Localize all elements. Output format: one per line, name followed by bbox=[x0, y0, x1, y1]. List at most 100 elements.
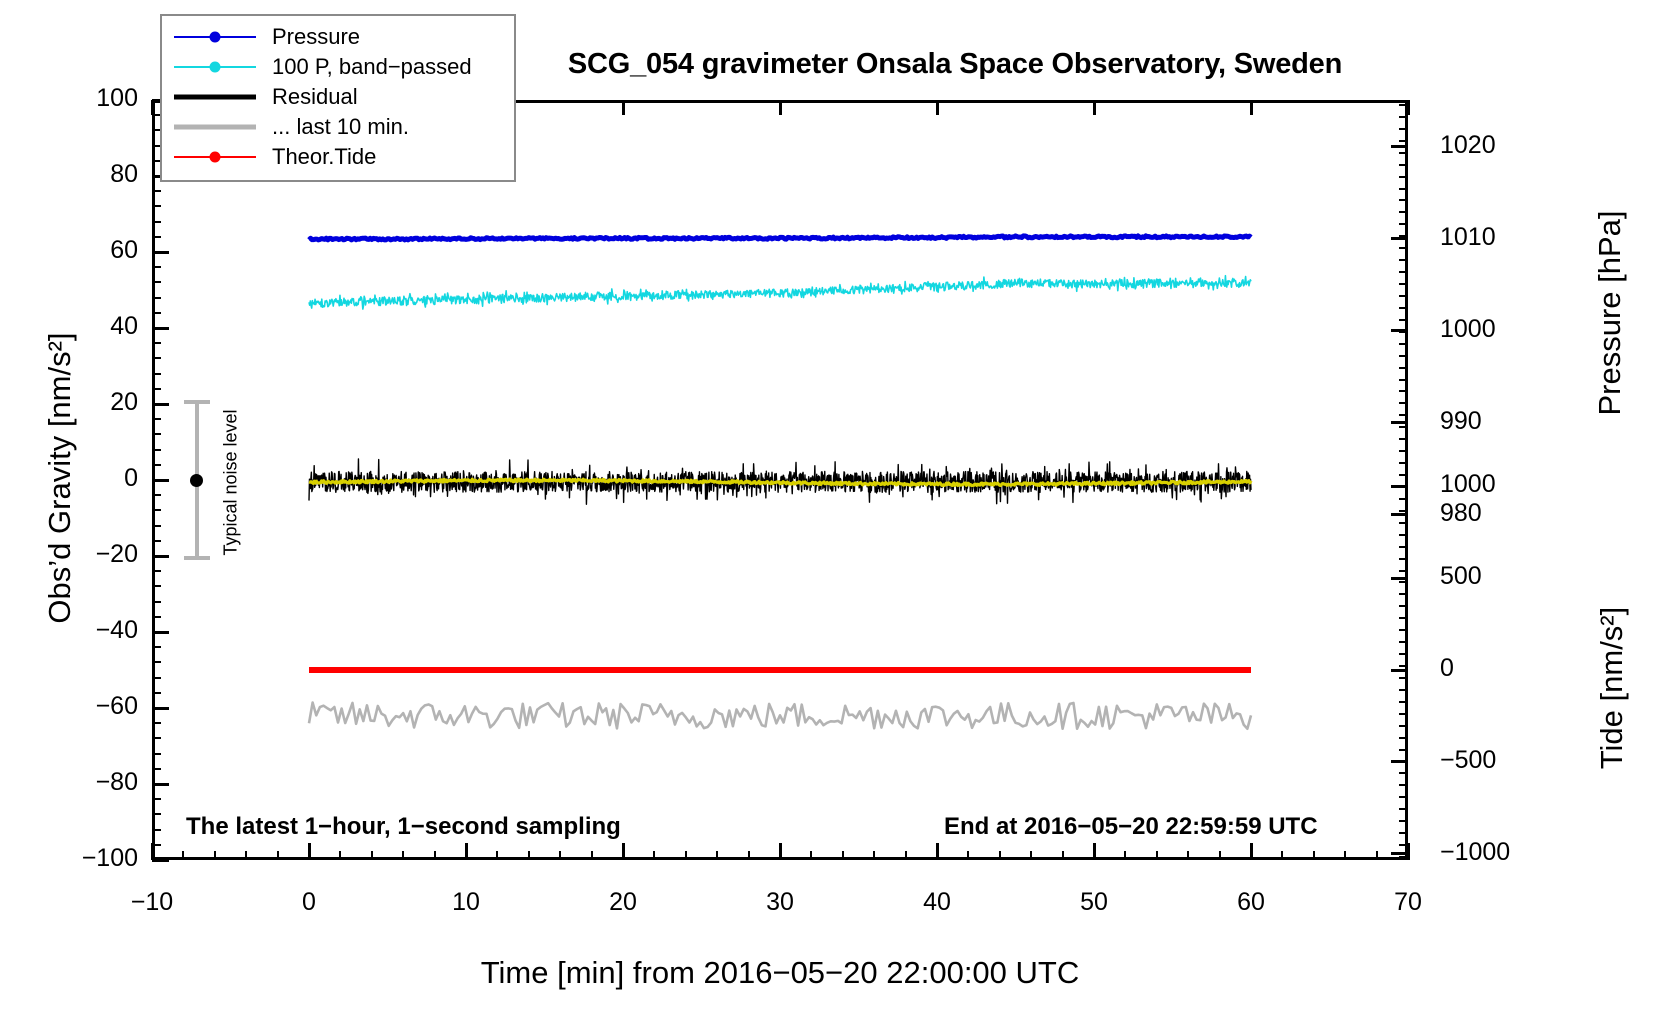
y-axis-left-minor-tick bbox=[152, 600, 161, 603]
y-axis-tide-title: Tide [nm/s²] bbox=[1594, 538, 1630, 838]
y-axis-right-minor-tick bbox=[1399, 509, 1408, 512]
x-axis-tick bbox=[307, 843, 311, 860]
x-axis-top-tick bbox=[935, 100, 939, 115]
y-axis-left-minor-tick bbox=[152, 570, 161, 573]
y-axis-left-minor-tick bbox=[152, 190, 161, 193]
legend-item-theortide[interactable]: Theor.Tide bbox=[162, 142, 514, 172]
y-axis-left-minor-tick bbox=[152, 828, 161, 831]
y-axis-left-tick-label: −20 bbox=[95, 540, 138, 568]
y-axis-left-tick bbox=[152, 858, 169, 862]
y-axis-right-minor-tick bbox=[1399, 426, 1408, 429]
y-axis-left-minor-tick bbox=[152, 691, 161, 694]
legend-item-residual[interactable]: Residual bbox=[162, 82, 514, 112]
y-axis-tide-tick bbox=[1391, 852, 1408, 856]
x-axis-top-tick bbox=[621, 100, 625, 115]
y-axis-right-minor-tick bbox=[1399, 796, 1408, 799]
y-axis-right-minor-tick bbox=[1399, 354, 1408, 357]
y-axis-right-minor-tick bbox=[1399, 211, 1408, 214]
y-axis-right-minor-tick bbox=[1399, 104, 1408, 106]
y-axis-pressure-tick bbox=[1391, 237, 1408, 241]
x-axis-tick-label: −10 bbox=[130, 888, 174, 916]
y-axis-right-minor-tick bbox=[1399, 187, 1408, 190]
legend-label-theortide: Theor.Tide bbox=[272, 144, 377, 169]
x-axis-tick bbox=[150, 843, 154, 860]
y-axis-tide-tick bbox=[1391, 668, 1408, 672]
x-axis-tick bbox=[778, 843, 782, 860]
y-axis-right-minor-tick bbox=[1399, 808, 1408, 811]
y-axis-right-minor-tick bbox=[1399, 748, 1408, 751]
legend-item-pressure[interactable]: Pressure bbox=[162, 22, 514, 52]
y-axis-pressure-tick-label: 1010 bbox=[1440, 222, 1496, 251]
y-axis-pressure-tick-label: 1000 bbox=[1440, 314, 1496, 343]
y-axis-left-minor-tick bbox=[152, 266, 161, 269]
x-axis-minor-tick bbox=[747, 851, 750, 860]
x-axis-minor-tick bbox=[527, 851, 530, 860]
x-axis-top-tick bbox=[1406, 100, 1410, 115]
x-axis-tick-label: 70 bbox=[1394, 888, 1422, 916]
x-axis-minor-tick bbox=[967, 851, 970, 860]
y-axis-tide-title-text: Tide [nm/s²] bbox=[1594, 606, 1629, 770]
x-axis-title-text: Time [min] from 2016−05−20 22:00:00 UTC bbox=[480, 955, 1080, 990]
y-axis-right-minor-tick bbox=[1399, 676, 1408, 679]
legend-swatch-last10min bbox=[174, 116, 256, 138]
y-axis-tide-tick bbox=[1391, 760, 1408, 764]
y-axis-left-tick bbox=[152, 478, 169, 482]
y-axis-right-minor-tick bbox=[1399, 700, 1408, 703]
legend-label-pressure: Pressure bbox=[272, 24, 361, 49]
y-axis-left-minor-tick bbox=[152, 448, 161, 451]
y-axis-right-minor-tick bbox=[1399, 163, 1408, 166]
y-axis-left-tick-label: 40 bbox=[110, 312, 138, 340]
y-axis-right-minor-tick bbox=[1399, 474, 1408, 477]
y-axis-right-minor-tick bbox=[1399, 593, 1408, 596]
series-bandpassed bbox=[308, 274, 1252, 310]
y-axis-right-minor-tick bbox=[1399, 581, 1408, 584]
x-axis-minor-tick bbox=[1375, 851, 1378, 860]
x-axis-minor-tick bbox=[559, 851, 562, 860]
x-axis-minor-tick bbox=[1061, 851, 1064, 860]
y-axis-right-minor-tick bbox=[1399, 151, 1408, 154]
legend-swatch-bandpassed bbox=[174, 56, 256, 78]
y-axis-left-tick-label: −80 bbox=[95, 768, 138, 796]
x-axis-tick bbox=[935, 843, 939, 860]
y-axis-tide-tick-label: −1000 bbox=[1440, 837, 1511, 866]
y-axis-left-minor-tick bbox=[152, 539, 161, 542]
y-axis-right-minor-tick bbox=[1399, 688, 1408, 691]
y-axis-left-tick bbox=[152, 250, 169, 254]
y-axis-right-minor-tick bbox=[1399, 199, 1408, 202]
y-axis-right-minor-tick bbox=[1399, 832, 1408, 835]
y-axis-right-minor-tick bbox=[1399, 115, 1408, 118]
y-axis-right-minor-tick bbox=[1399, 844, 1408, 847]
y-axis-left-minor-tick bbox=[152, 509, 161, 512]
legend-swatch-theortide bbox=[174, 146, 256, 168]
series-pressure bbox=[307, 233, 1253, 243]
x-axis-tick-label: 10 bbox=[452, 888, 480, 916]
y-axis-pressure-tick-label: 990 bbox=[1440, 406, 1482, 435]
y-axis-right-minor-tick bbox=[1399, 569, 1408, 572]
legend-item-last10min[interactable]: ... last 10 min. bbox=[162, 112, 514, 142]
legend-label-last10min: ... last 10 min. bbox=[272, 114, 409, 139]
y-axis-right-minor-tick bbox=[1399, 378, 1408, 381]
x-axis-minor-tick bbox=[716, 851, 719, 860]
x-axis-minor-tick bbox=[873, 851, 876, 860]
y-axis-pressure-tick-label: 1020 bbox=[1440, 130, 1496, 159]
y-axis-right-minor-tick bbox=[1399, 820, 1408, 823]
legend-item-bandpassed[interactable]: 100 P, band−passed bbox=[162, 52, 514, 82]
x-axis-minor-tick bbox=[182, 851, 185, 860]
x-axis-minor-tick bbox=[1030, 851, 1033, 860]
y-axis-left-minor-tick bbox=[152, 813, 161, 816]
y-axis-left-minor-tick bbox=[152, 235, 161, 238]
y-axis-right-minor-tick bbox=[1399, 366, 1408, 369]
x-axis-top-tick bbox=[778, 100, 782, 115]
y-axis-left-minor-tick bbox=[152, 676, 161, 679]
x-axis-tick bbox=[464, 843, 468, 860]
y-axis-left-tick bbox=[152, 630, 169, 634]
x-axis-minor-tick bbox=[1124, 851, 1127, 860]
y-axis-left-minor-tick bbox=[152, 114, 161, 117]
y-axis-left-tick-label: 60 bbox=[110, 236, 138, 264]
y-axis-right-minor-tick bbox=[1399, 306, 1408, 309]
y-axis-pressure-tick bbox=[1391, 513, 1408, 517]
y-axis-right-minor-tick bbox=[1399, 271, 1408, 274]
y-axis-left-tick-label: 0 bbox=[124, 464, 138, 492]
y-axis-right-minor-tick bbox=[1399, 724, 1408, 727]
y-axis-right-minor-tick bbox=[1399, 641, 1408, 644]
